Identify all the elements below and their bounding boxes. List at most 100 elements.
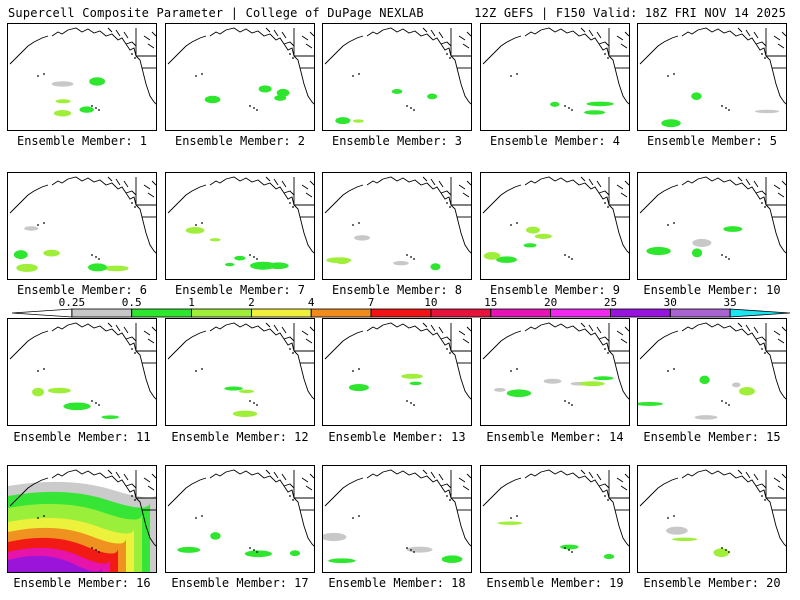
island [721,254,723,256]
island [604,348,606,350]
coastline [107,322,129,334]
ensemble-member-map [480,465,630,573]
island [289,202,291,204]
coastline [524,471,542,479]
island [725,256,727,258]
coastline [458,473,471,491]
scp-field-blob [289,550,301,557]
coastline [283,43,314,105]
coastline [265,469,287,481]
scp-field-blob [497,521,523,525]
island [667,517,669,519]
scp-field-blob [493,387,506,392]
coastline [209,324,227,332]
scp-field-blob [496,256,517,263]
ensemble-member-map [322,465,472,573]
scp-field-blob [391,88,403,94]
coastline [697,27,757,45]
scp-field-blob [483,252,501,260]
colorbar-segment [131,308,192,318]
map-canvas [638,322,786,420]
colorbar-segment [71,308,133,318]
island [410,256,412,258]
coastline [755,485,786,547]
island [406,105,408,107]
island [195,370,197,372]
scp-field-blob [274,95,287,101]
coastline [125,41,137,47]
island [406,547,408,549]
coastline [773,473,786,491]
coastline [737,322,759,334]
coastline [580,176,602,188]
coastline [143,31,156,49]
island [568,256,570,258]
island [449,57,451,59]
ensemble-member-label: Ensemble Member: 6 [16,283,148,297]
island [667,224,669,226]
coastline [283,485,314,547]
coastline [681,471,699,479]
island [510,75,512,77]
scp-field-blob [232,410,258,417]
island [98,109,100,111]
colorbar-segment [191,308,252,318]
coastline [107,176,129,188]
scp-field-blob [326,257,352,264]
coastline [324,477,364,507]
island [564,254,566,256]
scp-field-blob [699,375,710,385]
island [249,400,251,402]
coastline [440,338,471,400]
colorbar-tick-label: 7 [368,296,375,309]
scp-field-blob [579,381,605,387]
coastline [125,485,156,547]
island [607,499,609,501]
coastline [580,469,602,481]
ensemble-member-map [637,465,787,573]
coastline [125,338,156,400]
coastline [225,469,285,487]
coastline [755,190,767,196]
coastline [737,27,759,39]
map-canvas [167,176,314,270]
scp-field-blob [661,119,681,128]
island [292,352,294,354]
island [195,517,197,519]
scp-field-blob [354,235,370,241]
island [352,75,354,77]
island [510,224,512,226]
coastline [67,27,127,45]
scp-field-blob [560,544,579,550]
island [37,517,39,519]
coastline [458,326,471,344]
coastline [422,469,444,481]
scp-field-blob [328,558,356,564]
ensemble-member-label: Ensemble Member: 15 [643,430,781,444]
map-canvas [482,27,629,115]
coastline [382,469,442,487]
island [761,348,763,350]
scp-field-blob [732,382,741,388]
colorbar-segment [310,308,372,318]
island [91,254,93,256]
ensemble-member-label: Ensemble Member: 3 [331,134,463,148]
island [256,258,258,260]
coastline [225,322,285,340]
scp-field-blob [526,226,540,234]
island [406,400,408,402]
coastline [737,469,759,481]
ensemble-member-map [7,23,157,131]
island [249,254,251,256]
colorbar-segment [370,308,432,318]
map-canvas [482,176,629,263]
map-canvas [9,27,156,117]
coastline [540,322,600,340]
colorbar-tick-label: 10 [424,296,437,309]
ensemble-member-label: Ensemble Member: 4 [489,134,621,148]
coastline [482,477,522,507]
scp-field-blob [441,555,463,564]
ensemble-member-label: Ensemble Member: 12 [171,430,309,444]
coastline [616,180,629,198]
scp-field-blob [638,401,664,406]
